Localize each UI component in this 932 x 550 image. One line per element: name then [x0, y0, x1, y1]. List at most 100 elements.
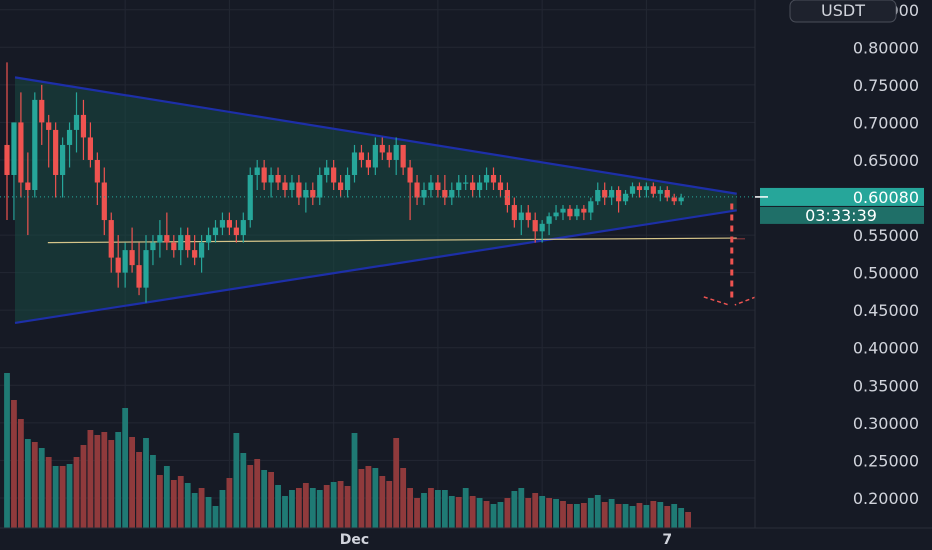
support-line — [47, 237, 737, 244]
candle-body — [18, 122, 24, 183]
volume-bar — [136, 452, 142, 528]
candle-body — [351, 152, 358, 175]
candle-body — [622, 193, 629, 202]
candle-body — [657, 190, 663, 194]
candle-body — [400, 144, 406, 168]
candle-body — [504, 190, 510, 206]
volume-bar — [428, 488, 434, 528]
y-tick-label: 0.50000 — [853, 264, 919, 283]
volume-bar — [323, 485, 330, 528]
candle-body — [678, 197, 684, 202]
volume-bar — [73, 457, 80, 528]
volume-bar — [302, 483, 309, 528]
candle-body — [108, 220, 114, 258]
candle-body — [386, 152, 392, 160]
volume-bar — [358, 469, 365, 528]
volume-bar — [163, 466, 170, 528]
volume-bar — [400, 468, 407, 528]
candle-body — [317, 174, 323, 198]
volume-bar — [518, 488, 525, 528]
candle-body — [650, 186, 656, 194]
projection-arrow-left — [703, 296, 730, 306]
y-tick-label: 0.30000 — [853, 414, 919, 433]
volume-bar — [66, 464, 73, 528]
candle-body — [511, 205, 517, 221]
countdown-tag — [760, 206, 924, 224]
volume-bar — [678, 508, 685, 528]
volume-bar — [629, 506, 636, 528]
triangle-upper-line — [14, 76, 737, 195]
candle-layer — [4, 62, 684, 303]
candle-body — [32, 99, 38, 191]
volume-bar — [539, 496, 546, 528]
volume-bar — [643, 505, 650, 528]
volume-bar — [407, 488, 413, 528]
candle-body — [240, 220, 246, 236]
volume-bar — [379, 476, 386, 528]
volume-bar — [254, 459, 261, 528]
y-tick-label: 0.75000 — [853, 76, 919, 95]
volume-bar — [275, 485, 281, 528]
candle-body — [483, 174, 490, 183]
volume-bar — [608, 499, 615, 528]
y-tick-label: 0.45000 — [853, 301, 919, 320]
candle-body — [643, 186, 649, 191]
volume-bar — [455, 497, 462, 528]
volume-bar — [129, 437, 135, 528]
candle-body — [365, 159, 371, 168]
volume-bar — [553, 499, 559, 528]
candle-body — [164, 235, 170, 243]
x-tick-label: 7 — [662, 532, 672, 548]
candle-body — [192, 250, 198, 258]
volume-layer — [4, 373, 691, 528]
candle-body — [428, 182, 434, 191]
volume-bar — [580, 503, 587, 528]
volume-bar — [469, 496, 476, 528]
volume-bar — [122, 408, 129, 528]
candle-body — [664, 190, 670, 198]
candle-body — [178, 235, 184, 251]
candle-body — [456, 182, 462, 191]
candle-body — [268, 174, 274, 183]
volume-bar — [525, 498, 532, 528]
pattern-layer — [14, 76, 737, 325]
candle-body — [595, 190, 601, 202]
candle-body — [324, 167, 330, 175]
volume-bar — [421, 493, 427, 528]
candle-body — [226, 220, 232, 228]
volume-bar — [4, 373, 10, 528]
volume-bar — [497, 502, 504, 528]
candle-body — [525, 212, 531, 221]
candle-body — [53, 129, 59, 175]
candle-body — [442, 190, 448, 198]
volume-bar — [309, 488, 316, 528]
y-tick-label: 0.80000 — [853, 38, 919, 57]
candle-body — [80, 114, 87, 138]
volume-bar — [574, 504, 580, 528]
candle-body — [25, 182, 31, 191]
candle-body — [87, 137, 93, 160]
volume-bar — [212, 506, 219, 528]
candle-body — [588, 201, 594, 213]
candle-body — [205, 235, 212, 243]
volume-bar — [351, 433, 358, 528]
volume-bar — [52, 466, 59, 528]
volume-bar — [205, 497, 212, 528]
candle-body — [581, 208, 587, 213]
volume-bar — [143, 438, 149, 528]
currency-badge — [789, 0, 897, 23]
volume-bar — [622, 504, 629, 528]
volume-bar — [150, 455, 156, 528]
candle-body — [435, 182, 441, 191]
volume-bar — [615, 504, 622, 528]
candle-body — [539, 223, 545, 232]
candle-body — [143, 250, 149, 288]
candle-body — [171, 242, 177, 251]
candle-body — [553, 212, 559, 217]
last-price-value: 0.60080 — [853, 188, 919, 207]
candle-body — [94, 159, 100, 183]
volume-bar — [532, 493, 539, 528]
